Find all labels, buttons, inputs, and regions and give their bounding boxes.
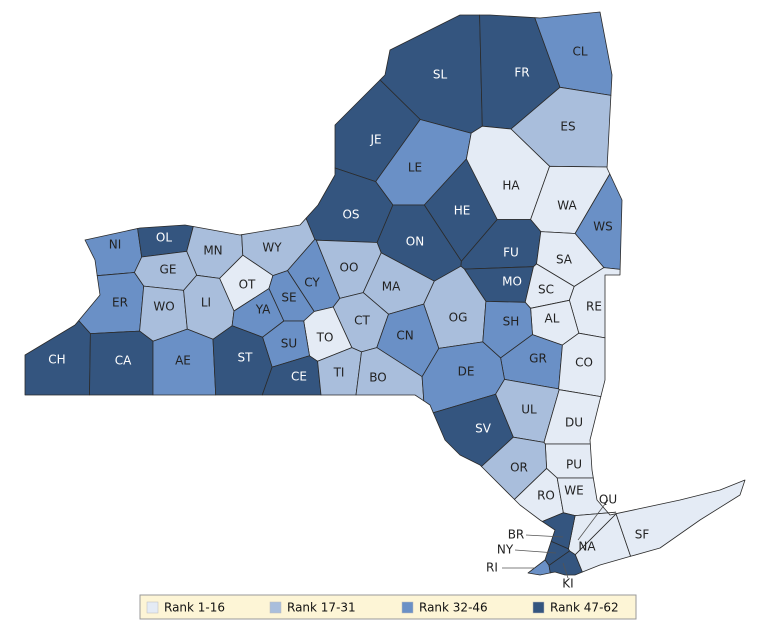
county-label: CY: [304, 276, 320, 290]
legend-swatch: [532, 601, 545, 614]
county-label: CH: [48, 353, 65, 367]
legend-swatch: [146, 601, 159, 614]
county-label: RE: [586, 300, 602, 314]
county-label: KI: [562, 577, 573, 591]
county-label: AE: [175, 354, 191, 368]
county-label: ST: [238, 351, 254, 365]
county-label: RO: [537, 489, 555, 503]
county-label: CL: [572, 45, 587, 59]
county-label: MA: [382, 280, 401, 294]
county-label: JE: [369, 133, 381, 147]
county-label: HA: [502, 179, 520, 193]
county: [432, 393, 514, 467]
county-label: NY: [497, 543, 514, 557]
counties: [24, 11, 746, 576]
county-label: BO: [369, 371, 386, 385]
legend-label: Rank 17-31: [287, 601, 356, 615]
county-label: QU: [599, 493, 617, 507]
county-label: WS: [593, 220, 612, 234]
leader-line: [514, 549, 557, 554]
county-label: SU: [281, 337, 297, 351]
county-label: DE: [458, 365, 475, 379]
legend-label: Rank 47-62: [550, 601, 619, 615]
county-label: WA: [557, 199, 577, 213]
legend-label: Rank 1-16: [164, 601, 225, 615]
county-label: SC: [538, 283, 554, 297]
county-label: SH: [503, 315, 520, 329]
county-label: SV: [475, 422, 492, 436]
county-label: FU: [503, 246, 519, 260]
county-label: OT: [239, 278, 256, 292]
county-label: NI: [109, 238, 122, 252]
county-label: GR: [529, 352, 547, 366]
county-label: ON: [406, 235, 424, 249]
county-label: CT: [354, 314, 370, 328]
leader-line: [562, 562, 569, 579]
leader-line: [525, 534, 564, 538]
county-label: CA: [115, 354, 132, 368]
county-label: OL: [156, 231, 172, 245]
county: [527, 559, 551, 576]
county-label: CO: [575, 356, 593, 370]
legend-swatch: [269, 601, 282, 614]
legend: Rank 1-16 Rank 17-31 Rank 32-46 Rank 47-62: [146, 601, 619, 615]
county-label: WO: [153, 300, 174, 314]
county-label: PU: [566, 458, 582, 472]
county-label: TI: [333, 366, 345, 380]
legend-swatch: [401, 601, 414, 614]
county-label: ER: [112, 296, 128, 310]
county-label: DU: [565, 416, 583, 430]
county-label: FR: [514, 66, 529, 80]
county-label: OR: [510, 461, 528, 475]
county-label: LE: [408, 161, 422, 175]
county-label: RI: [486, 561, 498, 575]
county-label: ES: [560, 120, 575, 134]
county-label: BR: [508, 528, 525, 542]
county-label: SE: [281, 291, 296, 305]
county-label: WE: [564, 484, 583, 498]
county: [84, 228, 143, 277]
county-label: LI: [201, 296, 211, 310]
county-label: SA: [556, 253, 573, 267]
county-label: CN: [396, 329, 413, 343]
county-label: YA: [255, 303, 271, 317]
county-label: OO: [340, 261, 359, 275]
county-label: MN: [203, 244, 222, 258]
county-label: OG: [449, 311, 468, 325]
county-label: SF: [635, 528, 650, 542]
county-label: GE: [160, 263, 177, 277]
leader-line: [577, 499, 609, 541]
county-label: MO: [502, 275, 522, 289]
county-label: OS: [342, 208, 359, 222]
county-labels: SL FR CL ES JE LE HA HE WA OS ON WS NI OL MN WY GE FU SA OO…: [48, 45, 649, 591]
county-label: TO: [316, 331, 334, 345]
county: [548, 550, 583, 576]
county-label: HE: [454, 204, 471, 218]
county-label: WY: [262, 241, 282, 255]
county: [615, 479, 746, 557]
legend-box: [139, 594, 637, 620]
county-label: NA: [578, 540, 596, 554]
county-label: UL: [521, 403, 537, 417]
county-label: SL: [433, 68, 448, 82]
county-label: CE: [291, 370, 307, 384]
legend-label: Rank 32-46: [419, 601, 488, 615]
county-label: AL: [545, 312, 560, 326]
